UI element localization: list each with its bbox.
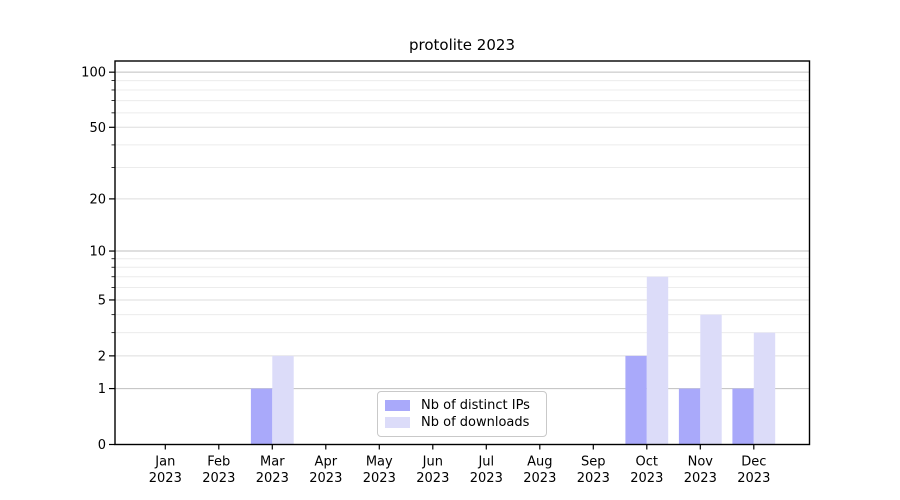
x-tick-label-year-apr-2023: 2023 bbox=[309, 471, 342, 486]
y-tick-label-50: 50 bbox=[89, 121, 106, 136]
x-tick-label-year-jul-2023: 2023 bbox=[470, 471, 503, 486]
x-tick-label-month-apr-2023: Apr bbox=[315, 455, 338, 470]
x-tick-label-month-may-2023: May bbox=[366, 455, 393, 470]
x-tick-label-year-mar-2023: 2023 bbox=[256, 471, 289, 486]
bar-nb-of-downloads-oct-2023 bbox=[646, 276, 669, 445]
x-tick-label-month-dec-2023: Dec bbox=[741, 455, 766, 470]
legend-item-downloads: Nb of downloads bbox=[385, 416, 546, 429]
x-tick-label-year-jun-2023: 2023 bbox=[416, 471, 449, 486]
y-tick-label-5: 5 bbox=[98, 293, 106, 308]
bar-nb-of-distinct-ips-mar-2023 bbox=[250, 388, 273, 445]
x-tick-label-month-jan-2023: Jan bbox=[154, 455, 175, 470]
y-tick-label-100: 100 bbox=[81, 66, 106, 81]
bar-nb-of-downloads-mar-2023 bbox=[272, 355, 294, 445]
legend-label-distinct-ips: Nb of distinct IPs bbox=[421, 398, 530, 413]
bar-nb-of-distinct-ips-dec-2023 bbox=[732, 388, 754, 445]
y-tick-label-0: 0 bbox=[98, 438, 106, 453]
x-tick-label-year-jan-2023: 2023 bbox=[149, 471, 182, 486]
x-tick-label-month-mar-2023: Mar bbox=[260, 455, 285, 470]
legend-item-distinct-ips: Nb of distinct IPs bbox=[385, 399, 546, 412]
x-tick-label-year-aug-2023: 2023 bbox=[523, 471, 556, 486]
x-tick-label-year-sep-2023: 2023 bbox=[577, 471, 610, 486]
x-tick-label-month-jul-2023: Jul bbox=[477, 455, 494, 470]
y-tick-label-10: 10 bbox=[89, 245, 106, 260]
bar-nb-of-downloads-nov-2023 bbox=[700, 314, 722, 445]
legend-swatch-downloads bbox=[385, 417, 410, 428]
bar-nb-of-distinct-ips-oct-2023 bbox=[625, 355, 647, 445]
plot-frame bbox=[114, 60, 811, 446]
bar-nb-of-distinct-ips-nov-2023 bbox=[678, 388, 701, 445]
legend-swatch-distinct-ips bbox=[385, 400, 410, 411]
x-tick-label-year-nov-2023: 2023 bbox=[684, 471, 717, 486]
bar-nb-of-downloads-dec-2023 bbox=[753, 332, 776, 445]
chart-title: protolite 2023 bbox=[409, 36, 515, 54]
x-tick-label-month-aug-2023: Aug bbox=[527, 455, 552, 470]
x-tick-label-month-oct-2023: Oct bbox=[636, 455, 658, 470]
x-tick-label-year-may-2023: 2023 bbox=[363, 471, 396, 486]
legend-label-downloads: Nb of downloads bbox=[421, 415, 530, 430]
x-tick-label-year-feb-2023: 2023 bbox=[202, 471, 235, 486]
y-tick-label-2: 2 bbox=[98, 349, 106, 364]
y-tick-label-1: 1 bbox=[98, 382, 106, 397]
x-tick-label-year-dec-2023: 2023 bbox=[737, 471, 770, 486]
x-tick-label-month-nov-2023: Nov bbox=[688, 455, 714, 470]
x-tick-label-year-oct-2023: 2023 bbox=[630, 471, 663, 486]
y-tick-label-20: 20 bbox=[89, 192, 106, 207]
x-tick-label-month-sep-2023: Sep bbox=[581, 455, 606, 470]
x-tick-label-month-feb-2023: Feb bbox=[207, 455, 230, 470]
x-tick-label-month-jun-2023: Jun bbox=[422, 455, 443, 470]
legend: Nb of distinct IPs Nb of downloads bbox=[377, 391, 547, 437]
